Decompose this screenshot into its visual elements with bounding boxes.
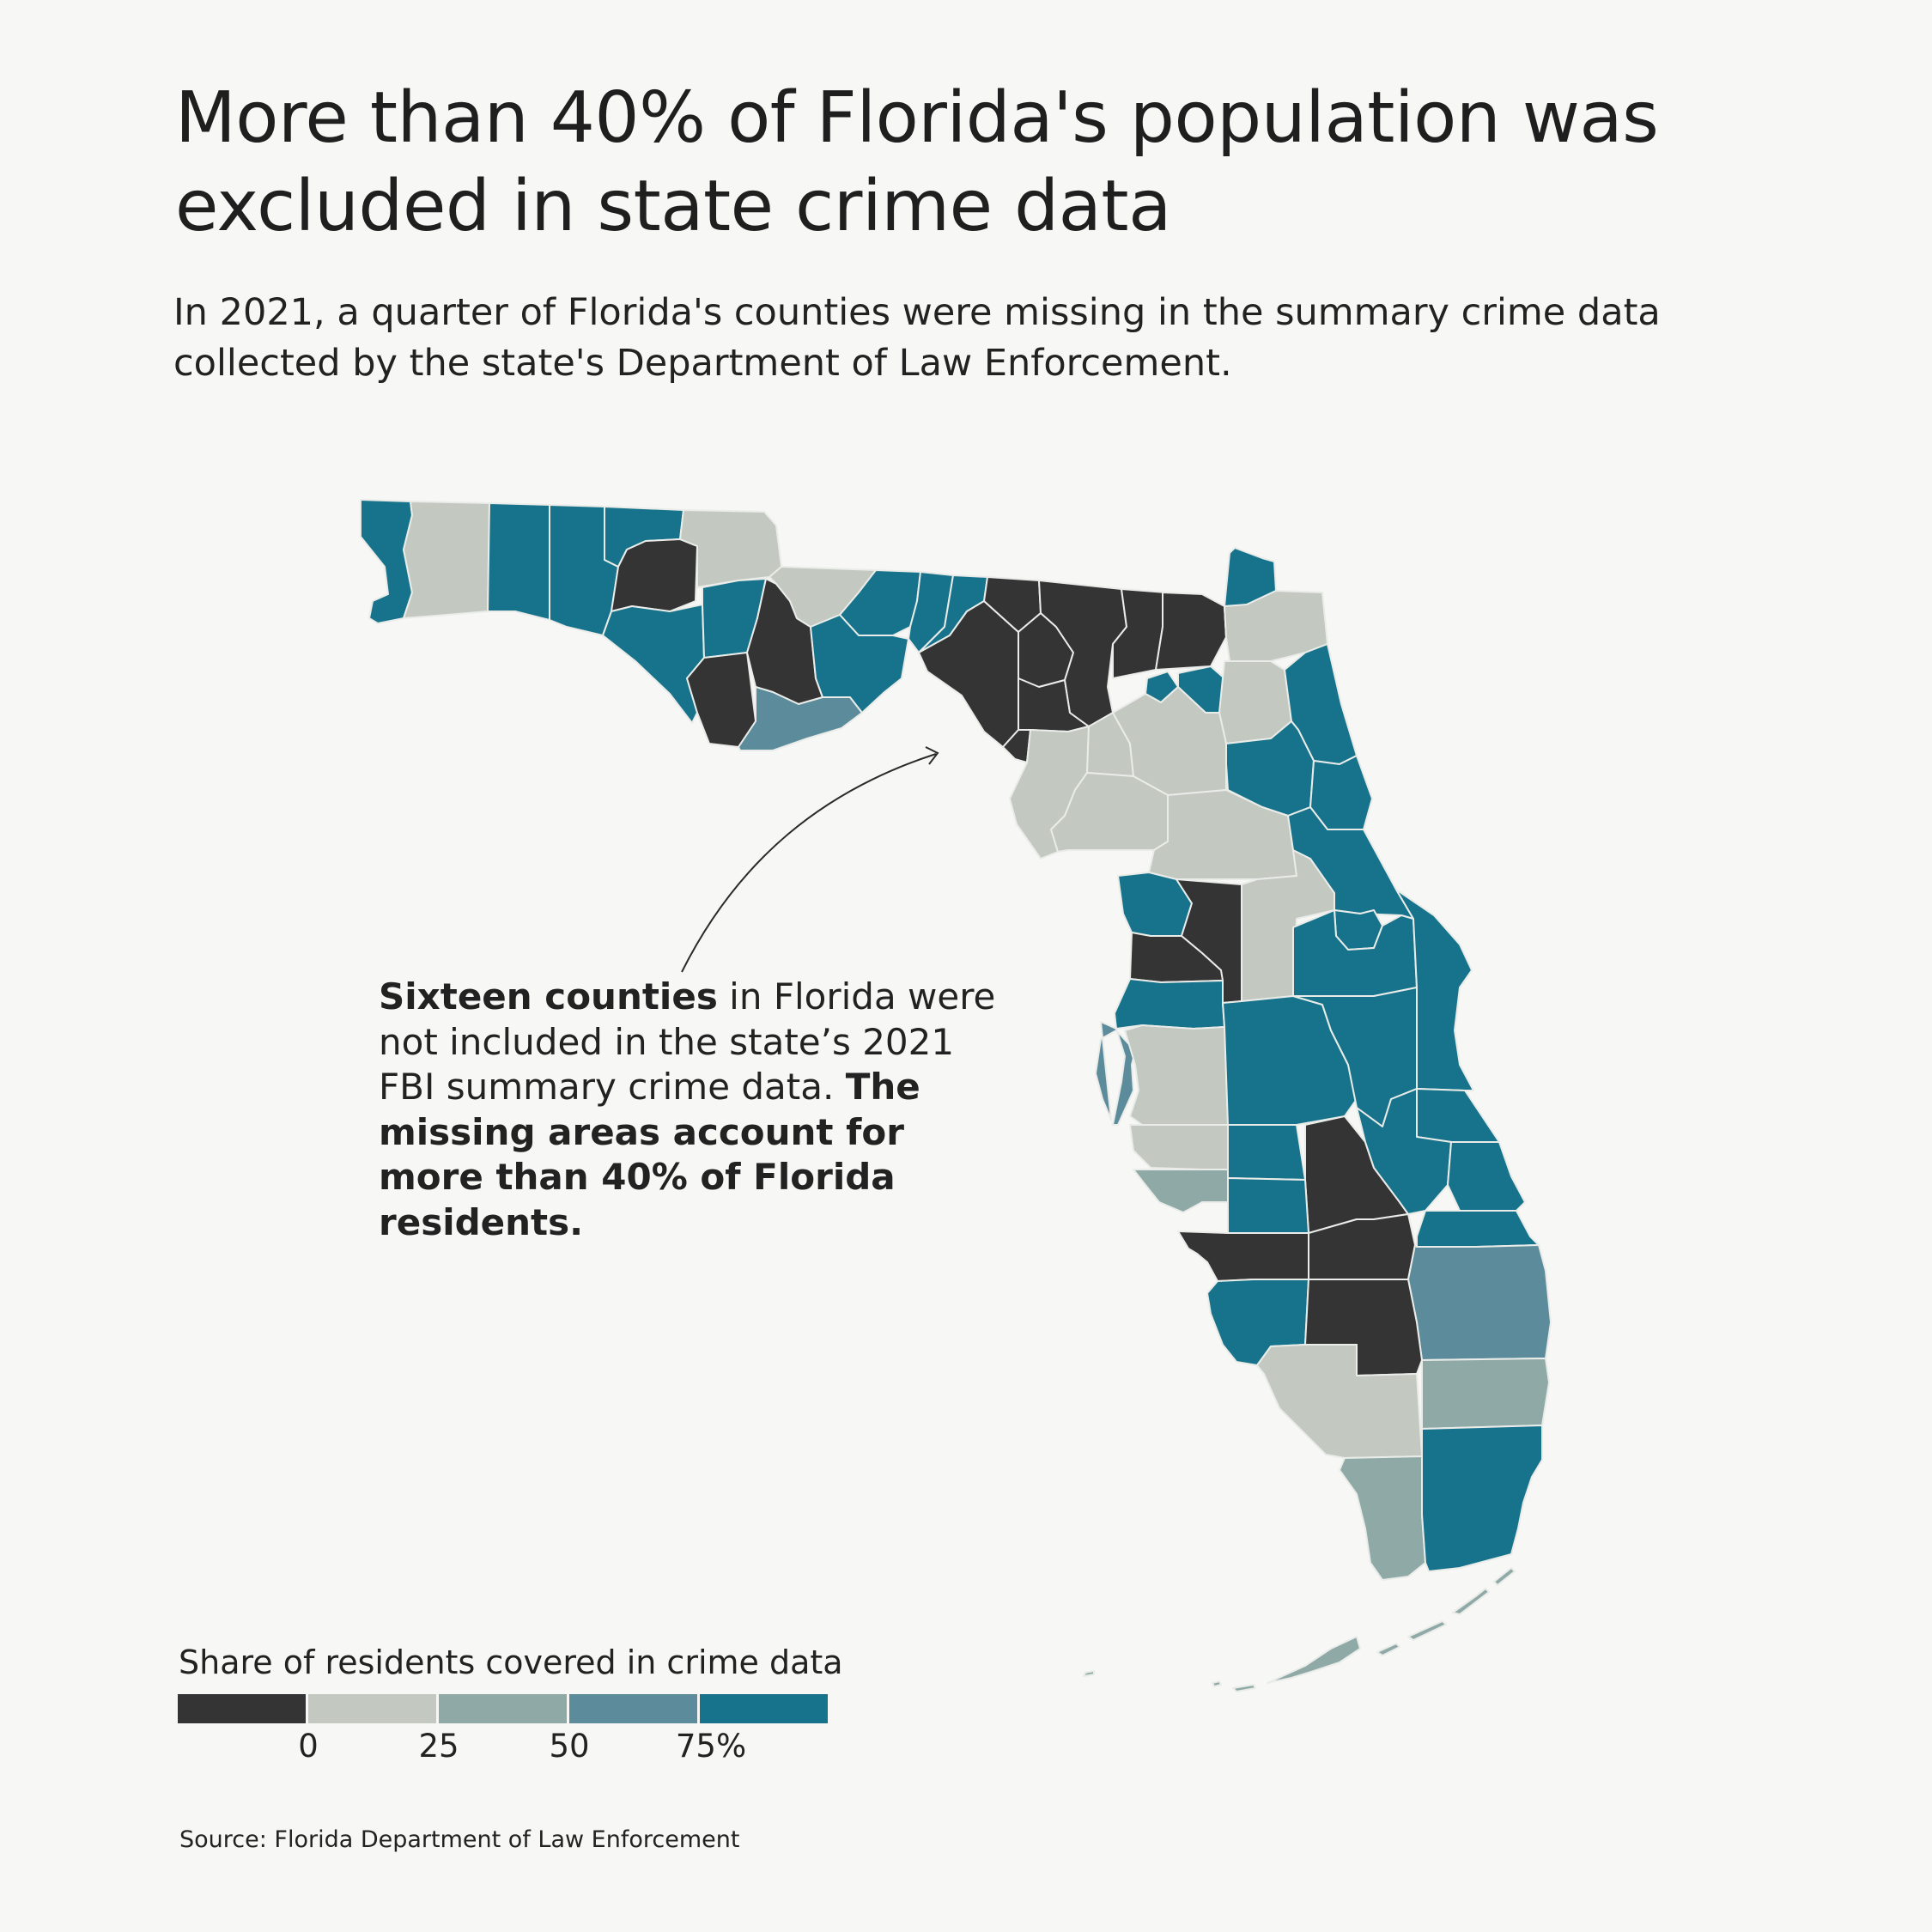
county-sarasota: [1133, 1169, 1229, 1213]
county-gulf: [686, 652, 756, 748]
county-levy: [1050, 772, 1169, 853]
county-okaloosa: [487, 502, 550, 621]
county-escambia: [360, 499, 413, 624]
source-note: Source: Florida Department of Law Enforc…: [179, 1826, 740, 1853]
county-monroe-mainland: [1339, 1455, 1426, 1581]
county-pasco: [1114, 978, 1225, 1030]
legend-swatch-missing: [178, 1694, 306, 1723]
annotation-middle: in Florida were not included in the stat…: [379, 975, 996, 1108]
legend-label-75: 75%: [675, 1728, 747, 1765]
legend-label-50: 50: [549, 1728, 590, 1765]
florida-keys: [1267, 1567, 1516, 1684]
legend-swatch-25-50: [439, 1694, 567, 1723]
legend-label-0: 0: [298, 1728, 319, 1765]
county-pinellas: [1095, 1021, 1136, 1126]
legend-swatch-50-75: [569, 1694, 697, 1723]
county-charlotte: [1177, 1230, 1309, 1282]
legend-swatch-0-25: [308, 1694, 436, 1723]
county-desoto: [1227, 1177, 1309, 1234]
annotation-arrowhead: [925, 746, 939, 765]
legend-swatch-75-100: [700, 1694, 828, 1723]
page-title: More than 40% of Florida's population wa…: [175, 77, 1659, 247]
county-hardee: [1227, 1124, 1306, 1181]
page-subtitle: In 2021, a quarter of Florida's counties…: [173, 291, 1661, 385]
legend-label-25: 25: [418, 1728, 459, 1765]
county-martin: [1416, 1210, 1540, 1248]
county-franklin: [738, 686, 863, 751]
county-santa-rosa: [403, 501, 490, 619]
annotation-bold-end: The missing areas account for more than …: [379, 1066, 920, 1243]
county-hillsborough: [1124, 1024, 1229, 1126]
county-manatee: [1129, 1124, 1229, 1170]
keys-fragments: [1083, 1670, 1256, 1692]
county-indian-river: [1416, 1088, 1500, 1143]
county-miami-dade: [1421, 1425, 1543, 1572]
county-wakulla: [810, 614, 909, 714]
county-bay: [602, 604, 705, 724]
county-st-lucie-martin: [1447, 1141, 1526, 1212]
annotation-text: Sixteen counties in Florida were not inc…: [379, 975, 997, 1245]
annotation-bold-lead: Sixteen counties: [379, 975, 718, 1018]
county-alachua: [1112, 686, 1227, 796]
legend-bar: [178, 1694, 829, 1723]
legend-title: Share of residents covered in crime data: [179, 1643, 843, 1681]
county-nassau: [1155, 592, 1227, 671]
annotation-arrow: [681, 753, 937, 973]
county-palm-beach: [1407, 1244, 1552, 1361]
county-broward: [1421, 1358, 1550, 1430]
